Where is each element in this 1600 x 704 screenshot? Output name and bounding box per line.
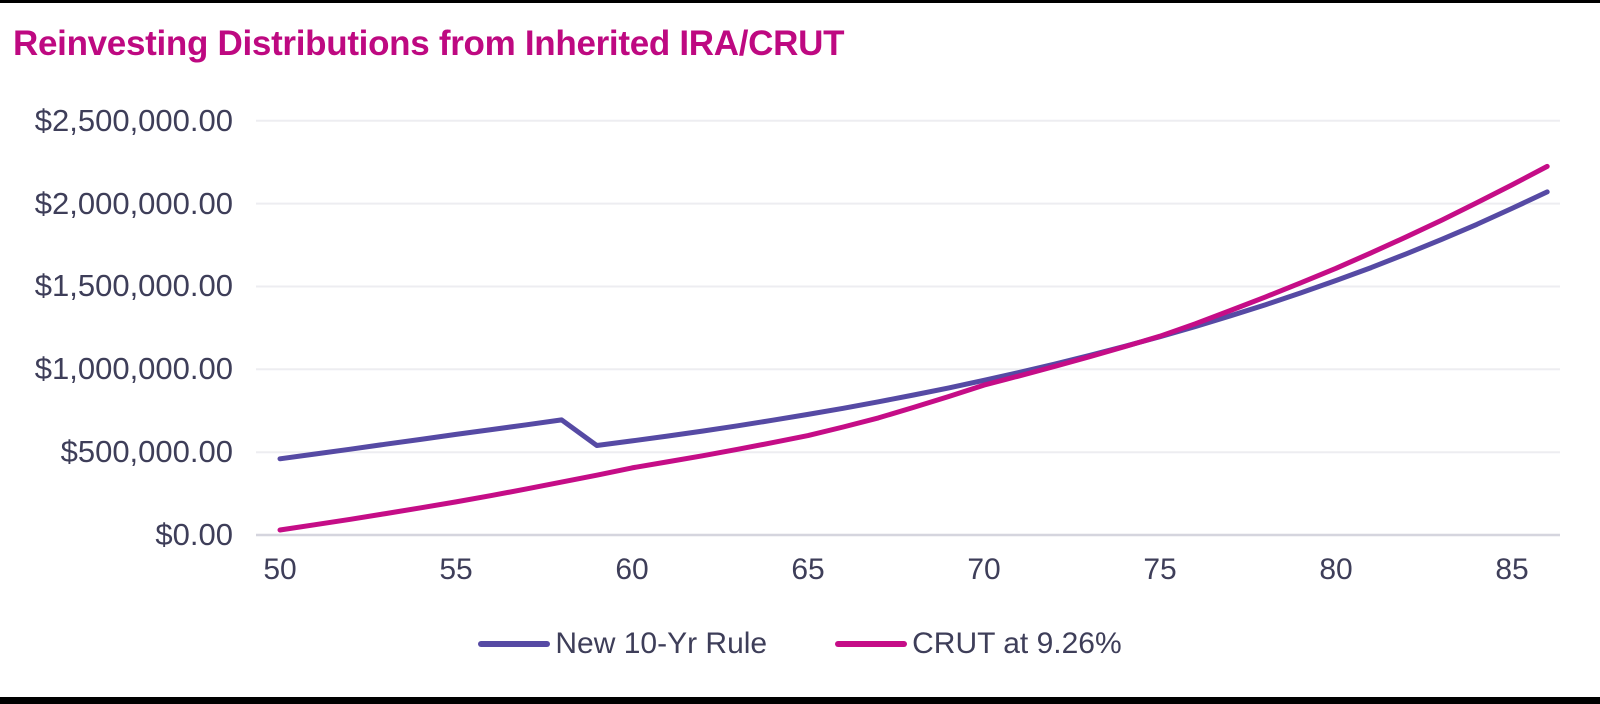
y-axis-label: $1,000,000.00 xyxy=(34,351,233,386)
legend-swatch-new-10yr xyxy=(478,641,551,647)
x-axis-label: 55 xyxy=(439,553,473,586)
legend: New 10-Yr Rule CRUT at 9.26% xyxy=(0,626,1600,662)
chart-title: Reinvesting Distributions from Inherited… xyxy=(13,24,845,63)
y-axis-label: $2,500,000.00 xyxy=(34,103,233,138)
top-frame-bar xyxy=(0,0,1600,3)
x-axis-label: 80 xyxy=(1319,553,1353,586)
x-axis-label: 70 xyxy=(967,553,1001,586)
y-axis-label: $0.00 xyxy=(155,517,233,552)
x-axis-label: 85 xyxy=(1495,553,1529,586)
bottom-frame-bar xyxy=(0,697,1600,704)
y-axis-label: $1,500,000.00 xyxy=(34,268,233,303)
x-axis-label: 50 xyxy=(263,553,297,586)
y-axis-label: $500,000.00 xyxy=(60,434,233,469)
series-line-new-10yr xyxy=(277,189,1550,462)
legend-label-new-10yr: New 10-Yr Rule xyxy=(555,627,768,660)
x-axis-label: 60 xyxy=(615,553,649,586)
series-line-crut xyxy=(277,163,1550,533)
y-axis-label: $2,000,000.00 xyxy=(34,186,233,221)
x-axis-label: 65 xyxy=(791,553,825,586)
legend-swatch-crut xyxy=(835,641,908,647)
legend-label-crut: CRUT at 9.26% xyxy=(912,627,1122,660)
x-axis-label: 75 xyxy=(1143,553,1177,586)
